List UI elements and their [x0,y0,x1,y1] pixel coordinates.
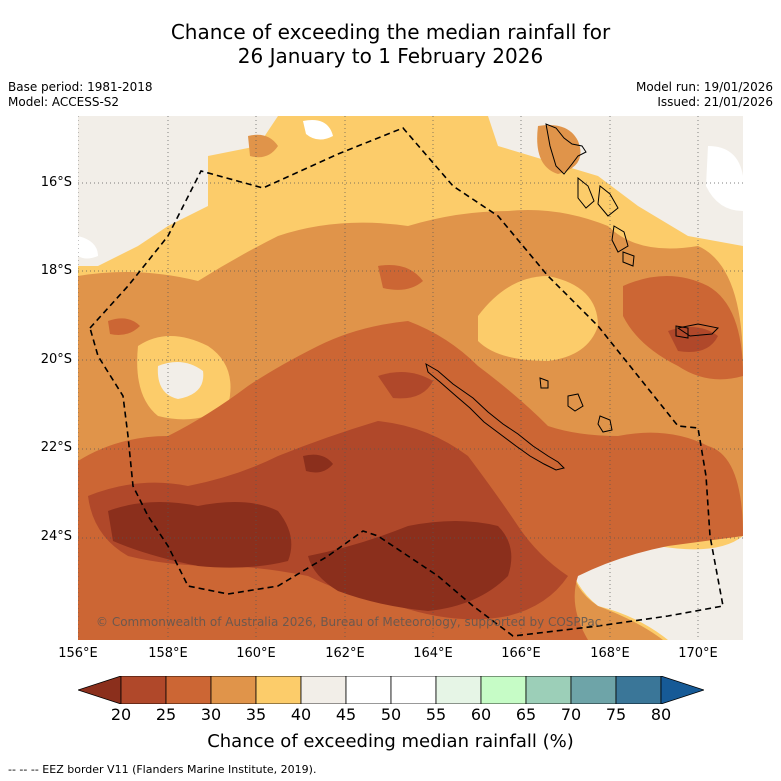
lon-label-164e: 164°E [413,646,453,661]
eez-legend: -- -- -- EEZ border V11 (Flanders Marine… [8,763,317,776]
lon-label-166e: 166°E [501,646,541,661]
coastlines [425,123,720,471]
loyalty-islands-coast [539,377,549,389]
colorbar-tick-label: 55 [425,705,447,724]
lat-label-16s: 16°S [40,175,72,190]
colorbar-swatch [345,676,392,704]
colorbar-swatch [390,676,437,704]
band-below-20 [108,454,512,611]
lat-label-22s: 22°S [40,440,72,455]
colorbar-swatch [165,676,212,704]
colorbar-tick-label: 70 [560,705,582,724]
colorbar-swatch-low [78,676,122,704]
colorbar-swatch [480,676,527,704]
white-hole-west [157,362,204,399]
lon-label-168e: 168°E [590,646,630,661]
colorbar-swatch [210,676,257,704]
copyright-notice: © Commonwealth of Australia 2026, Bureau… [96,615,601,629]
colorbar-label: Chance of exceeding median rainfall (%) [207,731,574,752]
graticule [78,116,743,640]
colorbar-tick-label: 50 [380,705,402,724]
lat-label-24s: 24°S [40,529,72,544]
yellow-pocket [478,276,598,361]
title-line-1: Chance of exceeding the median rainfall … [170,20,611,44]
colorbar-swatch-high [660,676,704,704]
colorbar-tick-label: 25 [155,705,177,724]
title-line-2: 26 January to 1 February 2026 [237,44,544,68]
colorbar-tick-label: 35 [245,705,267,724]
colorbar-tick-label: 60 [470,705,492,724]
colorbar-tick-label: 45 [335,705,357,724]
model-run: Model run: 19/01/2026 [635,80,773,94]
colorbar-swatch [570,676,617,704]
colorbar-swatch [435,676,482,704]
meta-left: Base period: 1981-2018 Model: ACCESS-S2 [8,80,153,110]
issued-date: Issued: 21/01/2026 [657,95,773,109]
colorbar-tick-label: 80 [650,705,672,724]
colorbar-tick-label: 65 [515,705,537,724]
colorbar-tick-label: 75 [605,705,627,724]
lat-label-18s: 18°S [40,263,72,278]
colorbar-swatch [120,676,167,704]
base-period: Base period: 1981-2018 [8,80,153,94]
vanuatu-coast [545,123,587,175]
lon-label-162e: 162°E [325,646,365,661]
lon-label-160e: 160°E [236,646,276,661]
lat-label-20s: 20°S [40,352,72,367]
rainfall-map: © Commonwealth of Australia 2026, Bureau… [78,116,743,640]
colorbar-tick-label: 40 [290,705,312,724]
lon-label-156e: 156°E [58,646,98,661]
colorbar [78,676,704,704]
colorbar-swatches [78,676,704,704]
colorbar-tick-label: 30 [200,705,222,724]
new-caledonia-coast [425,362,565,471]
colorbar-swatch [255,676,302,704]
colorbar-swatch [525,676,572,704]
colorbar-swatch [615,676,662,704]
colorbar-swatch [300,676,347,704]
lon-label-158e: 158°E [148,646,188,661]
model-name: Model: ACCESS-S2 [8,95,120,109]
colorbar-tick-label: 20 [110,705,132,724]
chart-title: Chance of exceeding the median rainfall … [0,20,781,68]
meta-right: Model run: 19/01/2026 Issued: 21/01/2026 [636,80,773,110]
lon-label-170e: 170°E [678,646,718,661]
